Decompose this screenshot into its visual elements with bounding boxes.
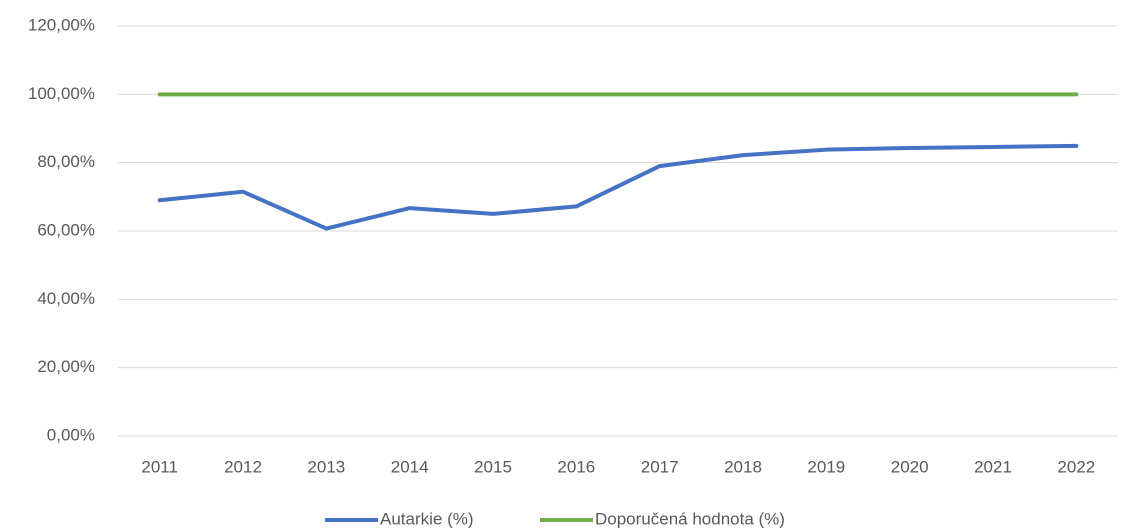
x-tick-label: 2016 [557,457,595,476]
x-tick-label: 2022 [1057,457,1095,476]
x-tick-label: 2012 [224,457,262,476]
y-tick-label: 0,00% [47,425,95,444]
series-line [157,143,1079,231]
y-tick-label: 80,00% [37,152,95,171]
x-tick-label: 2015 [474,457,512,476]
x-tick-label: 2021 [974,457,1012,476]
y-tick-label: 20,00% [37,357,95,376]
legend-label: Autarkie (%) [380,509,474,528]
x-tick-label: 2014 [391,457,429,476]
x-tick-label: 2017 [641,457,679,476]
x-tick-label: 2019 [807,457,845,476]
x-tick-label: 2020 [891,457,929,476]
y-tick-label: 60,00% [37,220,95,239]
y-tick-label: 40,00% [37,289,95,308]
y-tick-label: 100,00% [28,84,95,103]
legend-label: Doporučená hodnota (%) [595,509,785,528]
x-tick-label: 2018 [724,457,762,476]
x-tick-label: 2013 [307,457,345,476]
x-tick-label: 2011 [141,457,178,476]
y-tick-label: 120,00% [28,15,95,34]
